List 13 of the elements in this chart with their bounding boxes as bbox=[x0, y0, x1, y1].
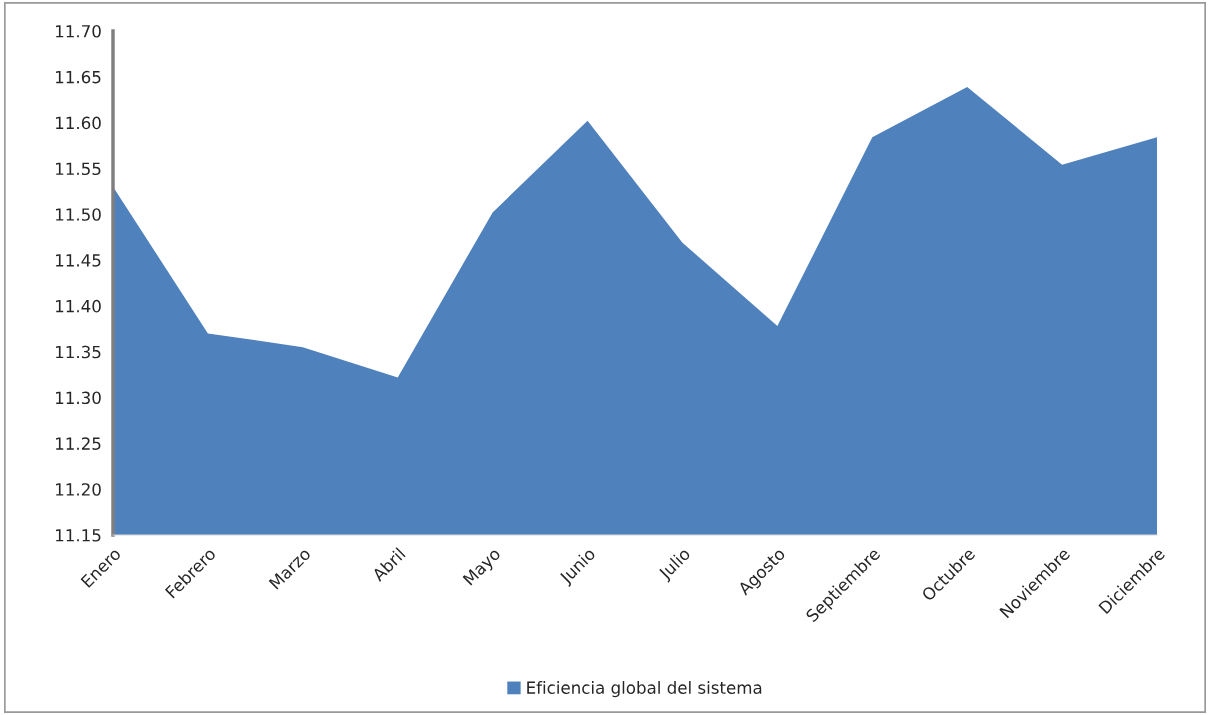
y-tick-label: 11.30 bbox=[56, 391, 101, 405]
y-tick-label: 11.60 bbox=[56, 116, 101, 130]
y-tick-label: 11.20 bbox=[56, 483, 101, 496]
y-tick-label: 11.50 bbox=[56, 208, 101, 221]
y-tick-label: 11.40 bbox=[56, 299, 101, 313]
y-tick-label: 11.45 bbox=[56, 254, 101, 267]
y-tick-label: 11.35 bbox=[56, 345, 101, 359]
y-tick-label: 11.55 bbox=[56, 162, 101, 176]
y-tick-label: 11.15 bbox=[56, 529, 101, 542]
y-tick-label: 11.25 bbox=[56, 437, 101, 450]
legend-label: Eficiencia global del sistema bbox=[527, 681, 762, 698]
y-tick-label: 11.65 bbox=[56, 70, 101, 84]
y-tick-label: 11.70 bbox=[56, 24, 101, 38]
